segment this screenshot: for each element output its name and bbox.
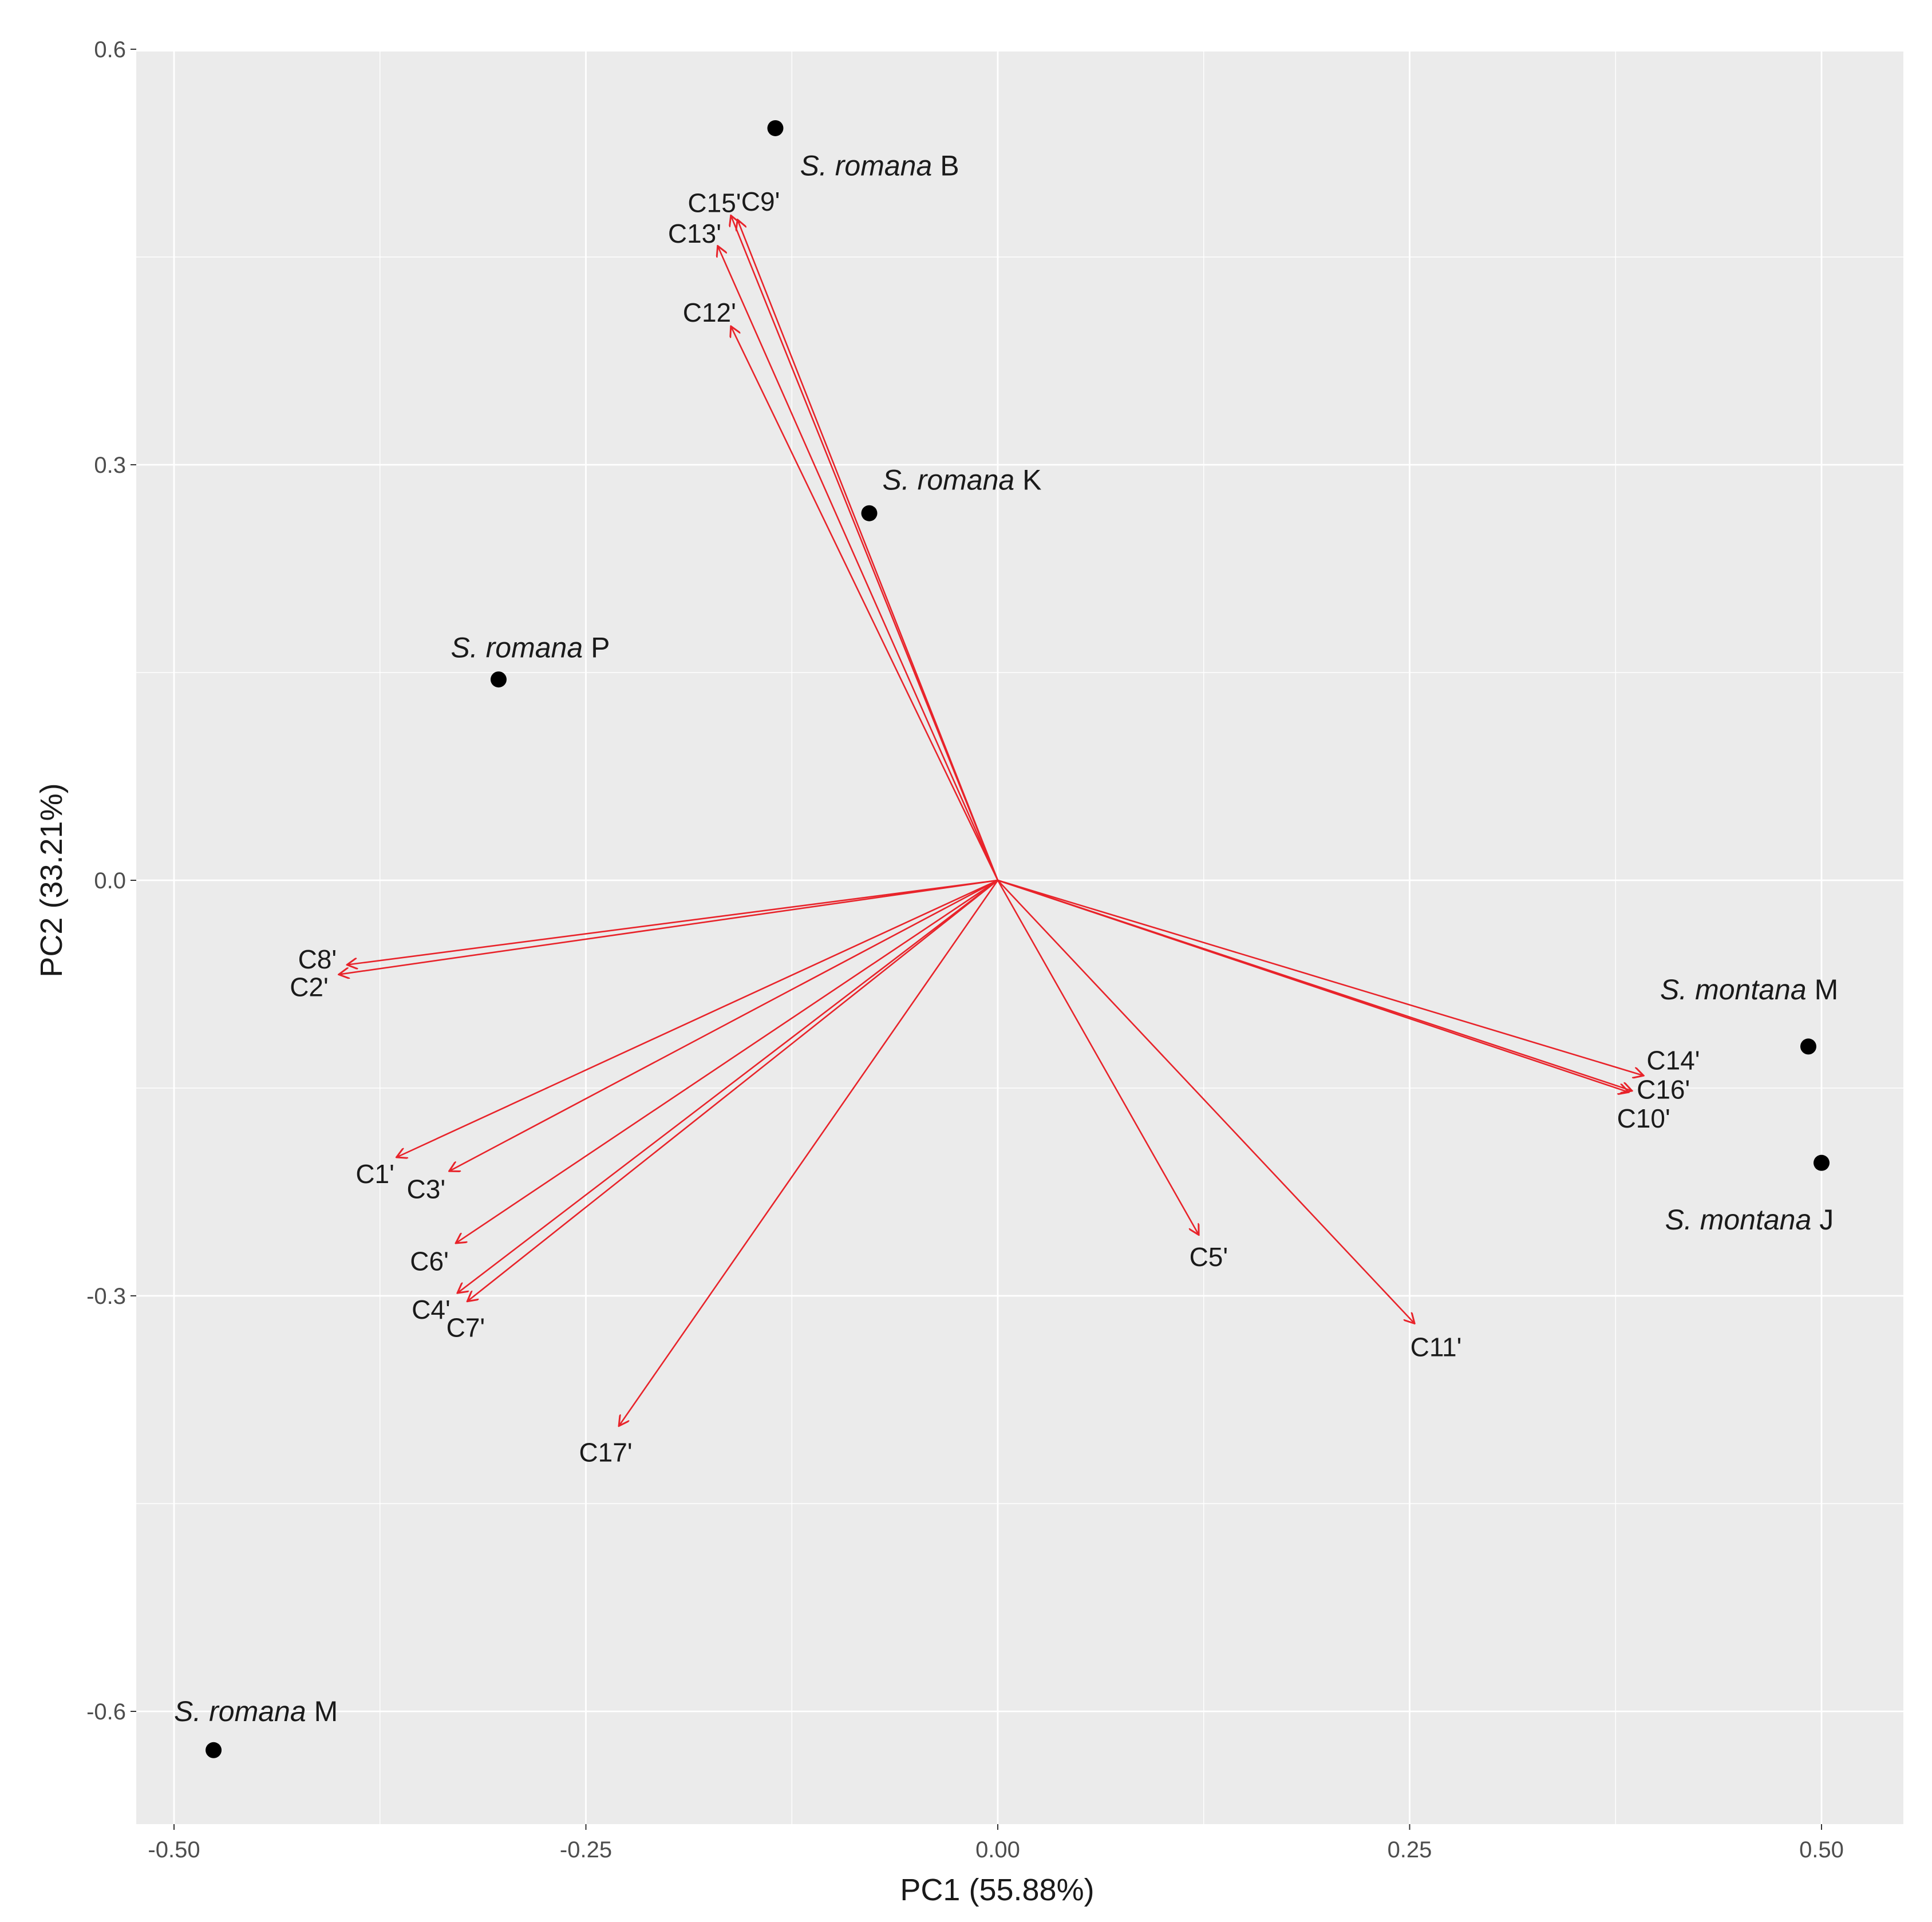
sample-site: M [306,1695,338,1727]
loading-labels: C1' C2' C3' C4' C5' C6' C7' C8' C9' C10' C11' C12' C… [290,187,1700,1467]
loading-label: C8' [298,944,337,974]
y-tick-label: 0.6 [94,37,126,62]
loading-arrow [718,246,999,881]
loading-label: C13' [668,219,721,248]
loading-arrow [731,215,999,881]
loading-label: C4' [412,1295,451,1324]
loading-label: C9' [741,187,780,216]
sample-species: S. montana [1665,1204,1812,1236]
plot-panel [136,52,1903,1824]
sample-label: S. montana M [1660,974,1838,1006]
sample-labels: S. romana BS. romana KS. romana PS. mont… [174,149,1838,1727]
loading-label: C12' [683,298,736,327]
loading-label: C1' [355,1159,394,1189]
loading-arrow [997,880,1199,1235]
loading-label: C7' [447,1313,485,1343]
sample-point [206,1742,222,1758]
loading-label: C11' [1411,1332,1462,1362]
x-tick-label: -0.25 [560,1837,612,1862]
loading-label: C5' [1190,1242,1228,1272]
y-tick-label: 0.3 [94,453,126,478]
sample-species: S. romana [174,1695,306,1727]
loading-arrow [457,879,998,1293]
loading-arrow [619,880,999,1426]
x-axis-title: PC1 (55.88%) [900,1873,1094,1907]
sample-label: S. romana K [883,464,1042,496]
loading-arrow [347,879,998,965]
loading-label: C14' [1646,1046,1700,1075]
sample-species: S. romana [883,464,1015,496]
loading-arrow [737,220,999,881]
y-axis-title: PC2 (33.21%) [34,783,69,977]
loading-label: C2' [290,972,329,1002]
sample-species: S. romana [451,631,583,663]
x-tick-label: 0.00 [975,1837,1020,1862]
sample-label: S. romana B [800,149,959,181]
y-tick-label: 0.0 [94,868,126,893]
sample-point [1814,1154,1830,1171]
grid-lines [136,48,1903,1824]
sample-label: S. romana M [174,1695,338,1727]
sample-label: S. romana P [451,631,610,663]
x-tick-label: 0.50 [1799,1837,1844,1862]
loading-arrow [997,880,1415,1323]
loading-arrow [456,879,998,1243]
sample-species: S. romana [800,149,933,181]
loading-arrow [397,879,998,1157]
loading-arrow [467,879,998,1302]
loading-arrow [449,879,998,1171]
loading-label: C10' [1617,1104,1670,1133]
sample-label: S. montana J [1665,1204,1834,1236]
loading-label: C17' [579,1437,632,1467]
y-tick-label: -0.6 [86,1699,126,1725]
loading-arrow [731,326,999,881]
loading-arrow [339,879,998,975]
sample-site: J [1811,1204,1834,1236]
loading-arrows [339,215,1643,1426]
sample-site: K [1014,464,1041,496]
sample-point [767,120,784,136]
sample-point [861,505,878,521]
loading-label: C16' [1637,1074,1690,1104]
y-axis-ticks: 0.6 0.3 0.0 -0.3 -0.6 [86,37,136,1725]
sample-site: P [583,631,610,663]
sample-species: S. montana [1660,974,1807,1006]
loading-label: C3' [407,1174,446,1204]
loading-arrow [997,879,1632,1091]
y-tick-label: -0.3 [86,1284,126,1309]
sample-points [206,120,1830,1758]
loading-label: C6' [410,1247,449,1276]
sample-point [1800,1038,1816,1055]
x-axis-ticks: -0.50 -0.25 0.00 0.25 0.50 [148,1824,1844,1862]
loading-label: C15' [688,188,741,218]
sample-site: B [932,149,959,181]
x-tick-label: 0.25 [1388,1837,1432,1862]
x-tick-label: -0.50 [148,1837,200,1862]
loading-arrow [997,879,1643,1075]
sample-site: M [1807,974,1839,1006]
sample-point [490,671,507,688]
